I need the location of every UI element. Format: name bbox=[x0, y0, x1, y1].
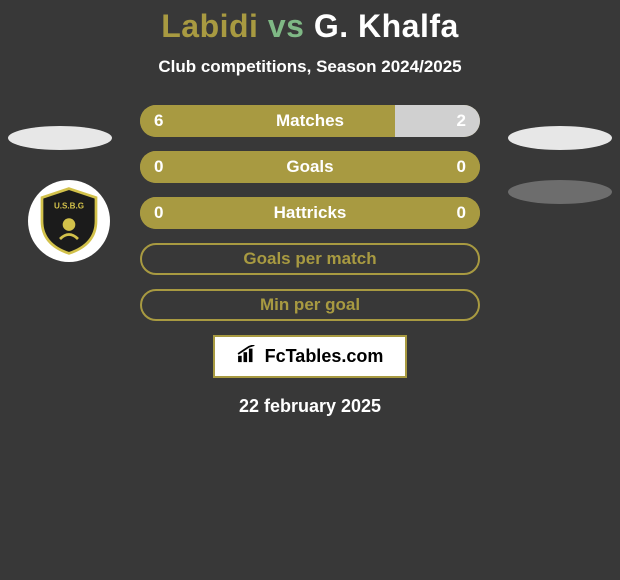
chart-icon bbox=[237, 345, 259, 368]
stat-label: Matches bbox=[140, 105, 480, 137]
subtitle: Club competitions, Season 2024/2025 bbox=[158, 57, 461, 77]
page-title: Labidi vs G. Khalfa bbox=[161, 8, 459, 45]
site-name: FcTables.com bbox=[265, 346, 384, 367]
stat-row: 00Goals bbox=[140, 151, 480, 183]
vs-separator: vs bbox=[268, 8, 305, 44]
club-badge: U.S.B.G bbox=[28, 180, 110, 262]
decorative-oval bbox=[508, 180, 612, 204]
stat-row: 00Hattricks bbox=[140, 197, 480, 229]
club-shield-icon: U.S.B.G bbox=[33, 185, 105, 257]
stat-row-empty: Min per goal bbox=[140, 289, 480, 321]
date: 22 february 2025 bbox=[239, 396, 381, 417]
site-badge: FcTables.com bbox=[213, 335, 408, 378]
player2-name: G. Khalfa bbox=[314, 8, 459, 44]
decorative-oval bbox=[8, 126, 112, 150]
stat-row-empty: Goals per match bbox=[140, 243, 480, 275]
player1-name: Labidi bbox=[161, 8, 258, 44]
stat-row: 62Matches bbox=[140, 105, 480, 137]
stat-label: Goals bbox=[140, 151, 480, 183]
decorative-oval bbox=[508, 126, 612, 150]
stat-label: Hattricks bbox=[140, 197, 480, 229]
svg-text:U.S.B.G: U.S.B.G bbox=[54, 201, 84, 210]
